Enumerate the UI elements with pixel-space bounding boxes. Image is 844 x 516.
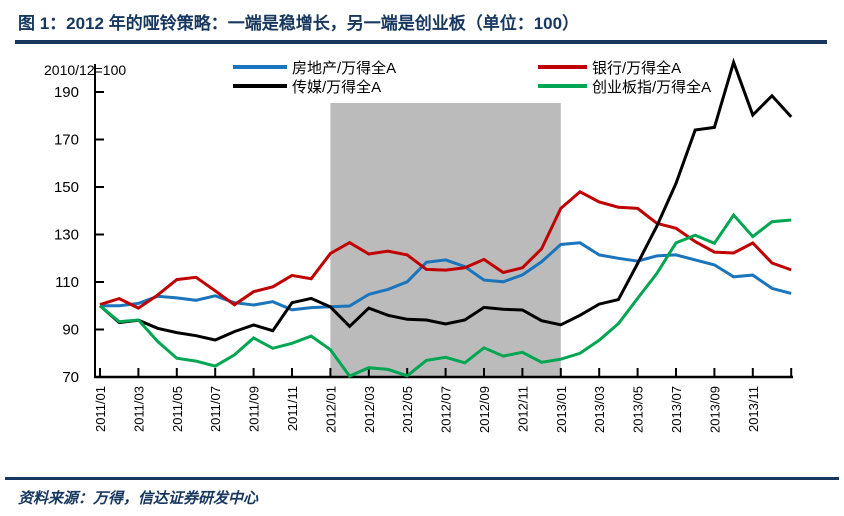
legend-label-bank: 银行/万得全A (592, 59, 681, 77)
x-tick-label: 2012/11 (515, 386, 530, 432)
plot-area: 70 90 110 130 150 170 190 2011/01 2011/03 2011/05… (54, 57, 793, 433)
legend-label-real-estate: 房地产/万得全A (292, 59, 396, 77)
base-index-note: 2010/12=100 (44, 62, 126, 78)
x-tick-label: 2012/07 (439, 386, 454, 433)
x-tick-label: 2013/03 (592, 386, 607, 433)
line-media (99, 57, 793, 342)
line-bank (99, 189, 792, 310)
line-real-estate (100, 241, 792, 312)
x-tick-label: 2012/03 (362, 386, 377, 433)
y-tick-label: 190 (54, 84, 79, 101)
x-tick-label: 2013/07 (669, 386, 684, 433)
y-tick-label: 170 (54, 132, 79, 149)
x-tick-label: 2013/09 (707, 386, 722, 433)
x-tick-label: 2011/09 (247, 386, 262, 432)
bottom-rule (5, 477, 839, 480)
y-tick-label: 90 (62, 322, 79, 339)
title-rule (15, 40, 827, 44)
y-tick-label: 110 (55, 274, 79, 291)
x-tick-label: 2013/01 (554, 386, 569, 433)
x-tick-label: 2012/09 (477, 386, 492, 433)
y-tick-label: 130 (54, 227, 79, 244)
figure-title: 图 1：2012 年的哑铃策略：一端是稳增长，另一端是创业板（单位：100） (18, 13, 579, 33)
x-tick-label: 2013/11 (746, 386, 761, 432)
x-tick-label: 2013/05 (631, 386, 646, 433)
x-tick-label: 2011/03 (131, 386, 146, 432)
legend-label-media: 传媒/万得全A (292, 78, 381, 96)
source-note: 资料来源：万得，信达证券研发中心 (18, 490, 259, 507)
x-tick-label: 2012/05 (400, 386, 415, 433)
y-tick-label: 150 (54, 179, 79, 196)
legend: 房地产/万得全A 银行/万得全A 传媒/万得全A 创业板指/万得全A (233, 59, 711, 96)
x-tick-label: 2012/01 (323, 386, 338, 433)
x-tick-label: 2011/07 (208, 386, 223, 432)
x-tick-label: 2011/11 (285, 386, 300, 431)
legend-label-chinext: 创业板指/万得全A (592, 78, 711, 96)
line-chinext (99, 212, 792, 378)
x-tick-label: 2011/01 (93, 386, 108, 432)
x-tick-label: 2011/05 (170, 386, 185, 432)
y-tick-label: 70 (62, 369, 79, 386)
shaded-band-2012 (330, 103, 561, 377)
